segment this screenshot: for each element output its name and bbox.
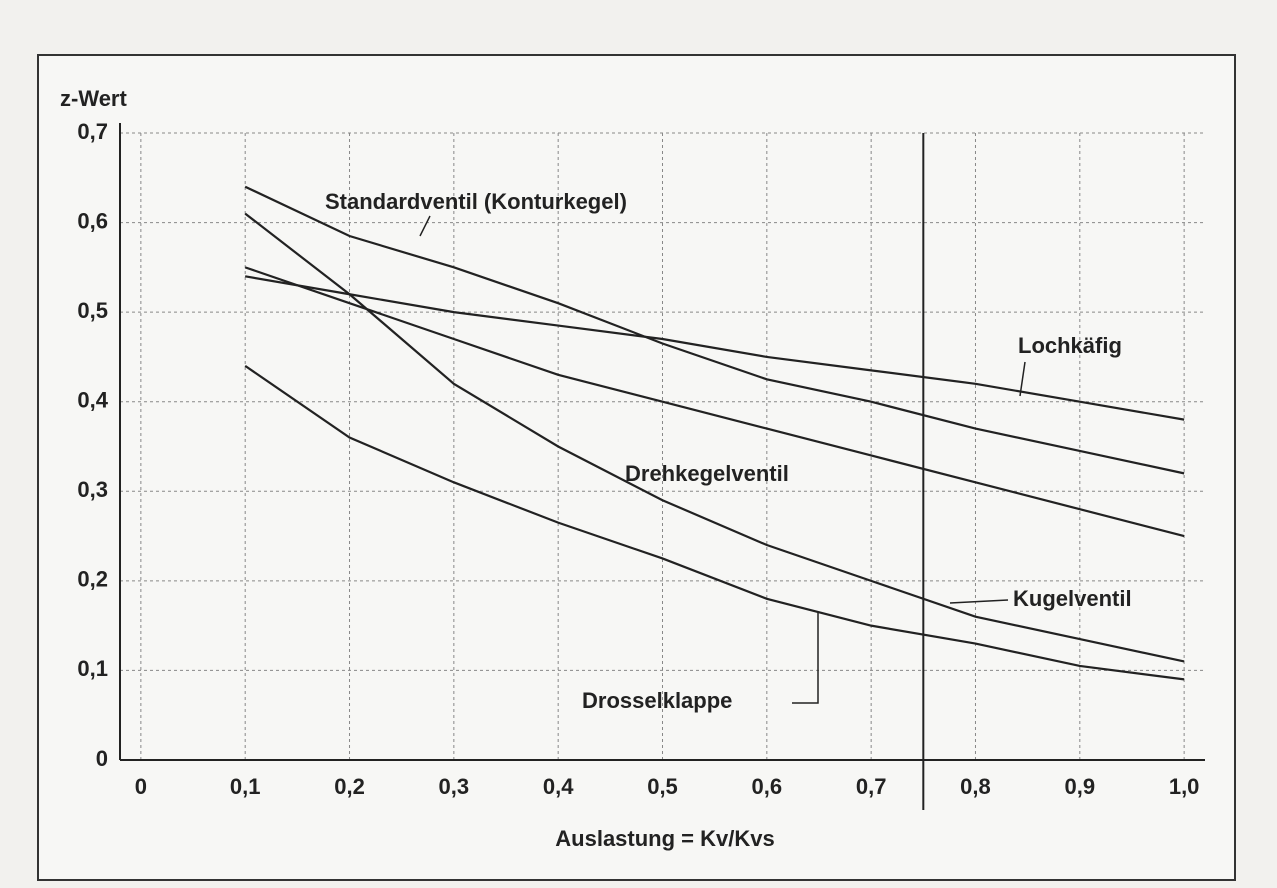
- line-series: [244, 212, 1185, 663]
- leader-line: [949, 599, 1009, 604]
- series-label: Drosselklappe: [582, 688, 732, 713]
- leader-line: [1019, 361, 1026, 397]
- x-tick-label: 0,4: [543, 774, 574, 799]
- series-label: Standardventil (Konturkegel): [325, 189, 627, 214]
- x-tick-label: 0,1: [230, 774, 261, 799]
- line-series: [244, 185, 1185, 475]
- x-tick-label: 1,0: [1169, 774, 1200, 799]
- line-series: [244, 266, 1185, 538]
- leader-line: [792, 612, 819, 704]
- y-tick-label: 0,7: [77, 119, 108, 144]
- x-axis-title: Auslastung = Kv/Kvs: [555, 826, 774, 851]
- x-tick-label: 0,5: [647, 774, 678, 799]
- y-tick-label: 0,4: [77, 388, 108, 413]
- y-tick-label: 0,5: [77, 298, 108, 323]
- x-tick-label: 0,8: [960, 774, 991, 799]
- y-tick-label: 0,6: [77, 208, 108, 233]
- series-label: Kugelventil: [1013, 586, 1132, 611]
- series-label: Lochkäfig: [1018, 333, 1122, 358]
- frame: [37, 54, 1236, 881]
- y-tick-label: 0,1: [77, 656, 108, 681]
- x-tick-label: 0,3: [439, 774, 470, 799]
- y-tick-label: 0,3: [77, 477, 108, 502]
- y-tick-label: 0,2: [77, 567, 108, 592]
- series-label: Drehkegelventil: [625, 461, 789, 486]
- x-tick-label: 0,6: [752, 774, 783, 799]
- x-tick-label: 0,9: [1065, 774, 1096, 799]
- x-tick-label: 0: [135, 774, 147, 799]
- y-axis-title: z-Wert: [60, 86, 127, 111]
- line-series: [245, 275, 1185, 421]
- leader-line: [419, 215, 431, 237]
- y-tick-label: 0: [96, 746, 108, 771]
- line-series: [244, 364, 1185, 681]
- x-tick-label: 0,7: [856, 774, 887, 799]
- x-tick-label: 0,2: [334, 774, 365, 799]
